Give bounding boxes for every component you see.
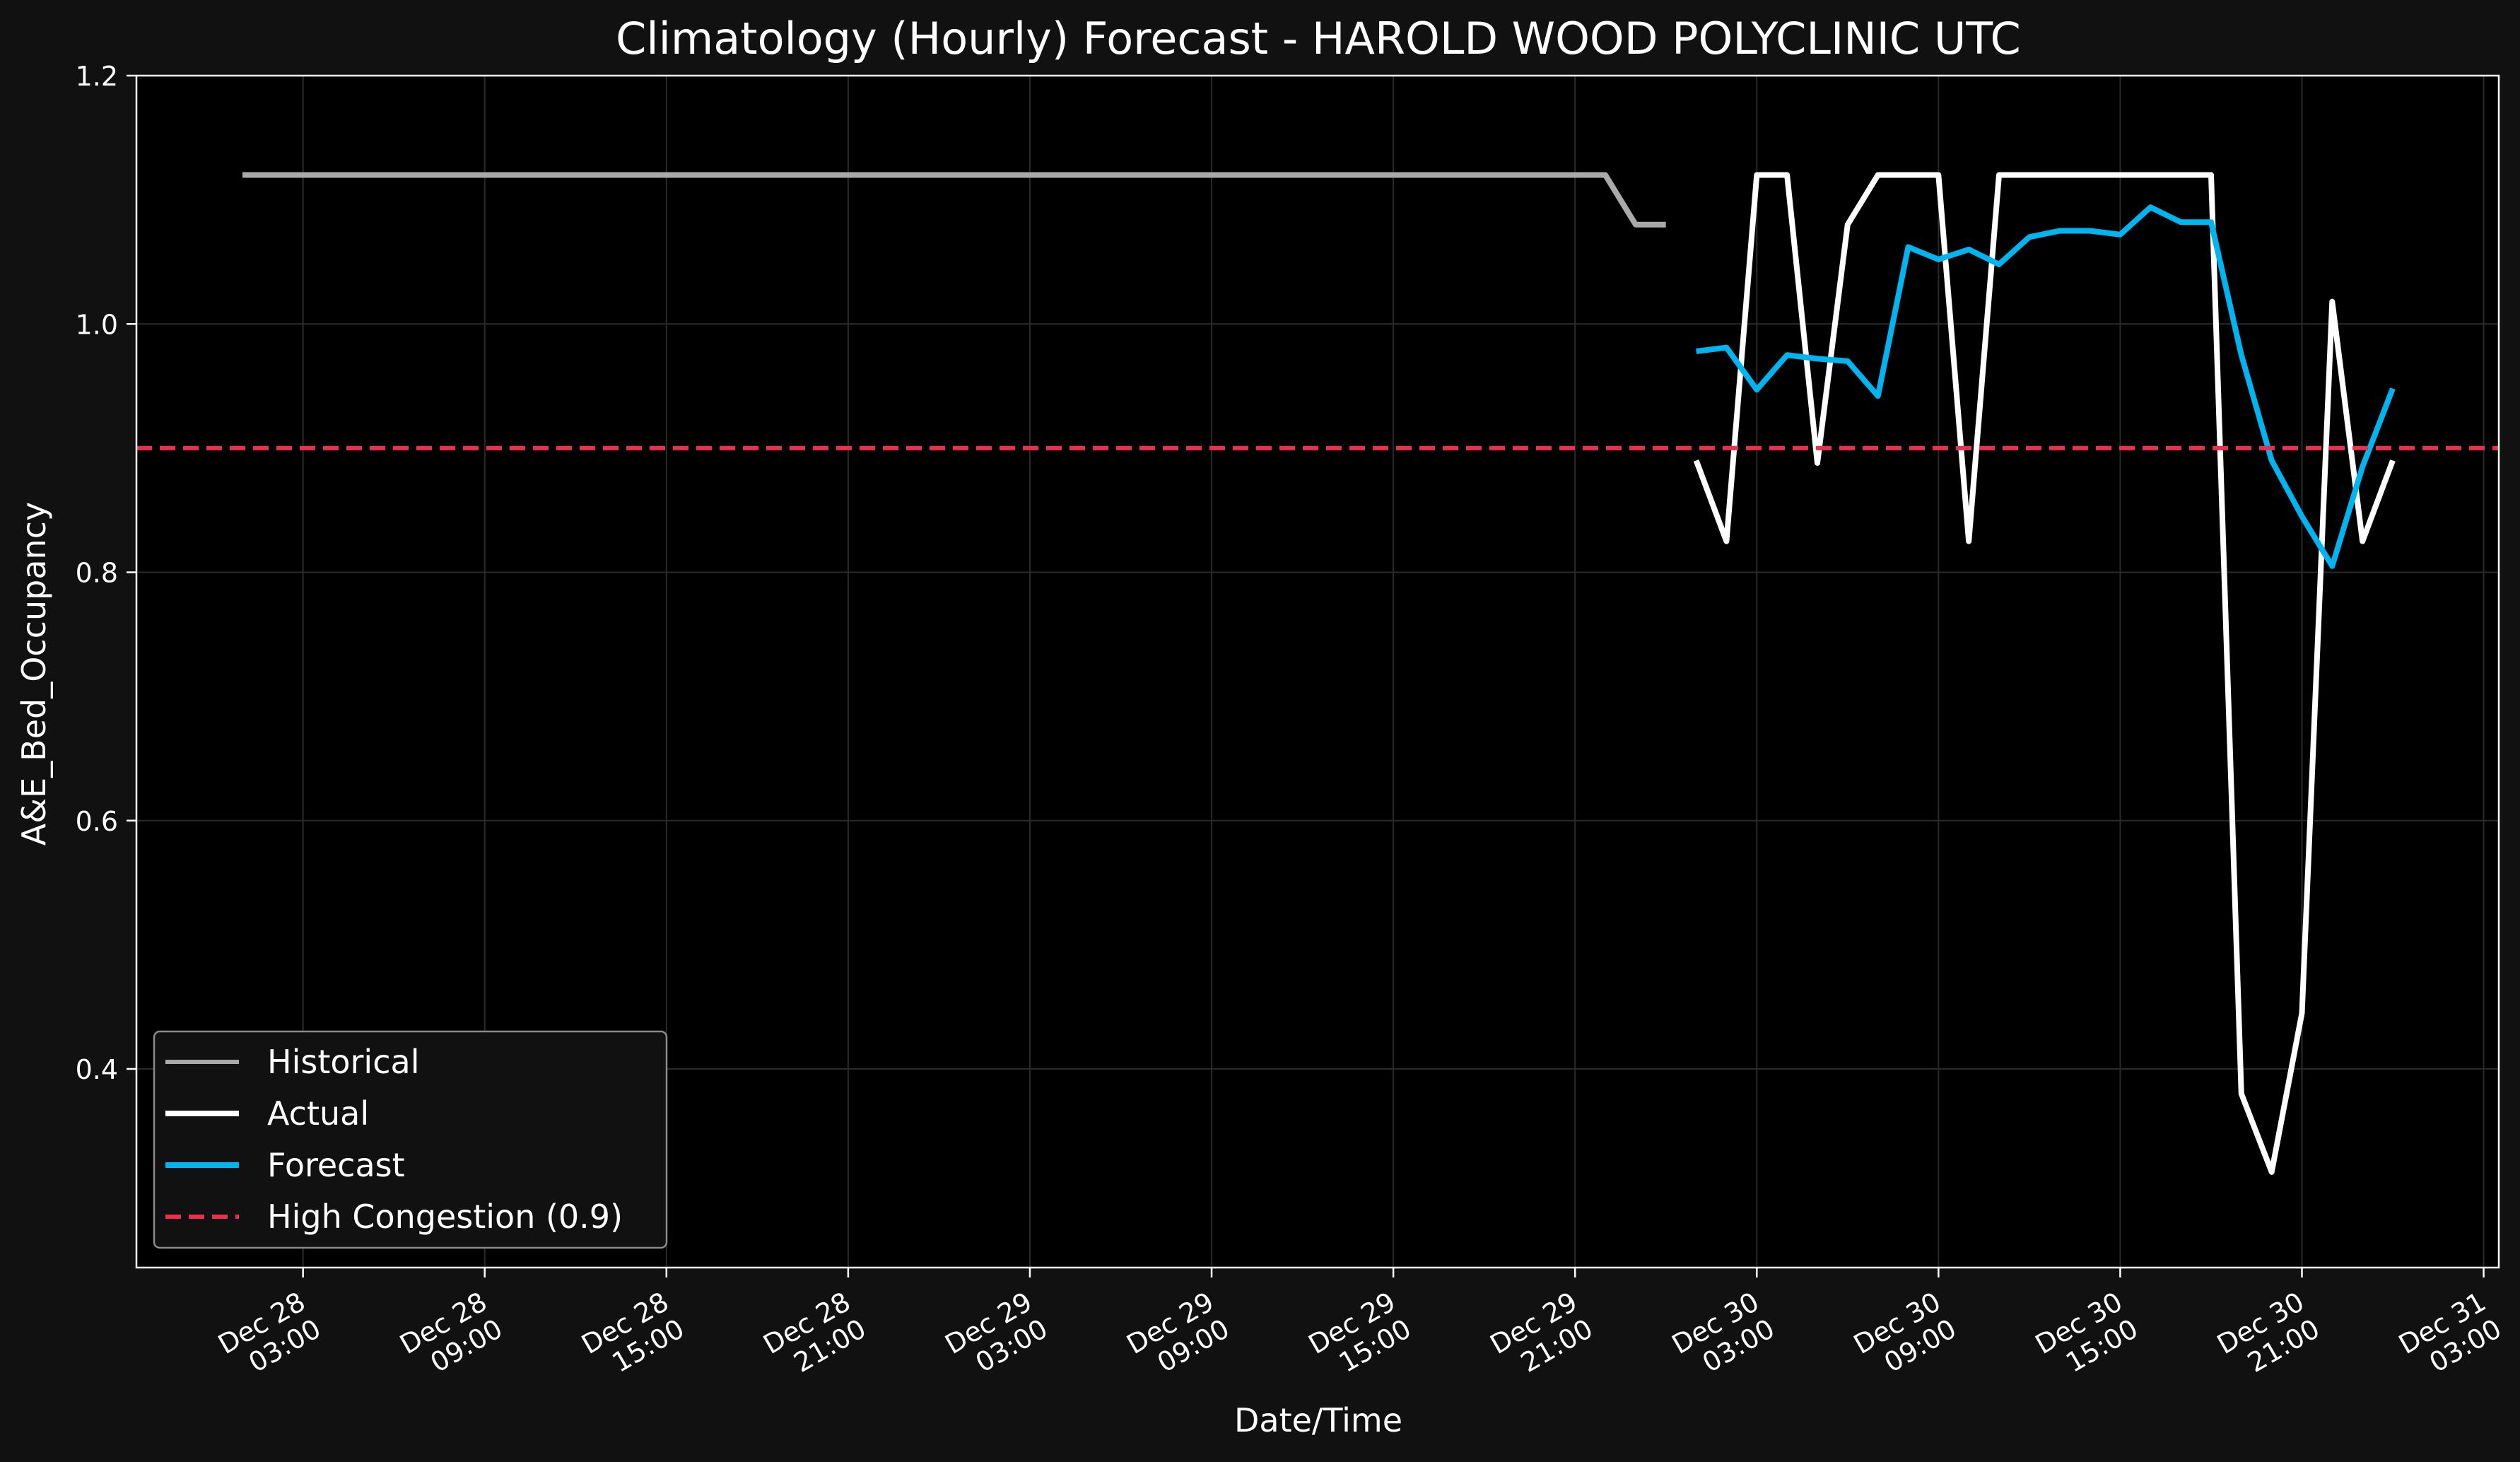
series-actual-line [1693,172,2396,1175]
y-tick-label: 1.0 [76,309,118,340]
y-tick-label: 0.8 [76,558,118,589]
y-tick-label: 0.6 [76,806,118,837]
legend-label: Forecast [267,1146,405,1184]
legend-label: Actual [267,1094,369,1133]
y-axis: 0.4 0.6 0.8 1.0 1.2 [76,61,136,1085]
legend-label: High Congestion (0.9) [267,1198,623,1236]
legend: Historical Actual Forecast High Congestion … [153,1030,668,1249]
y-axis-label: A&E_Bed_Occupancy [15,502,53,846]
series-forecast-line [1696,204,2396,569]
series-historical-line [242,172,1666,228]
plot-frame [135,74,2500,1269]
y-tick-label: 0.4 [76,1054,118,1085]
series-layer [136,172,2499,1175]
legend-box [153,1030,668,1249]
legend-label: Historical [267,1043,419,1081]
chart-title: Climatology (Hourly) Forecast - HAROLD W… [616,13,2021,64]
y-tick-label: 1.2 [76,61,118,92]
x-axis-label: Date/Time [1234,1401,1402,1439]
